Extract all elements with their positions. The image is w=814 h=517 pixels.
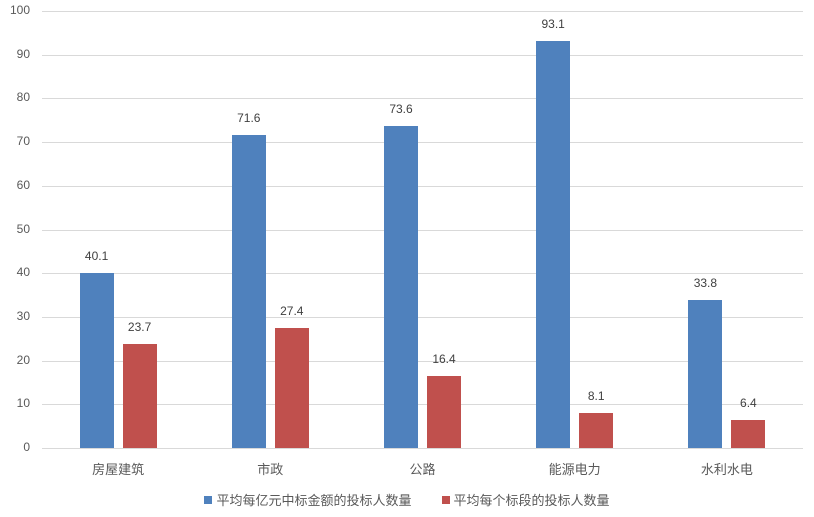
gridline	[42, 448, 803, 449]
y-tick-label: 50	[16, 221, 30, 236]
y-tick-label: 80	[16, 90, 30, 105]
gridline	[42, 11, 803, 12]
x-tick-label: 公路	[409, 463, 436, 478]
y-tick-label: 0	[23, 440, 30, 454]
data-label: 71.6	[237, 111, 261, 126]
legend-label: 平均每个标段的投标人数量	[453, 494, 610, 509]
y-tick-label: 70	[16, 134, 30, 149]
bar	[231, 135, 266, 448]
gridline	[42, 273, 803, 275]
bar	[384, 126, 418, 448]
y-tick-label: 30	[16, 308, 30, 323]
data-label: 8.1	[587, 388, 605, 403]
legend: 平均每亿元中标金额的投标人数量 平均每个标段的投标人数量	[0, 490, 814, 509]
legend-label: 平均每亿元中标金额的投标人数量	[216, 494, 412, 509]
gridline	[42, 404, 803, 406]
data-label: 40.1	[84, 248, 109, 263]
data-label: 73.6	[389, 102, 413, 117]
bar	[427, 376, 461, 448]
bar	[536, 41, 571, 448]
y-tick-label: 10	[16, 396, 30, 411]
x-tick-label: 房屋建筑	[92, 463, 145, 478]
gridline	[42, 185, 803, 187]
bar	[79, 272, 114, 448]
x-tick-label: 水利水电	[700, 463, 753, 478]
data-label: 27.4	[280, 304, 304, 319]
data-label: 6.4	[740, 396, 757, 411]
data-label: 93.1	[541, 17, 565, 32]
y-tick-label: 40	[16, 265, 30, 280]
gridline	[42, 142, 803, 144]
bar	[731, 420, 766, 448]
y-tick-label: 20	[16, 352, 30, 367]
data-label: 16.4	[432, 352, 456, 367]
gridline	[42, 54, 803, 56]
legend-swatch-icon	[204, 495, 213, 504]
y-tick-label: 100	[9, 3, 30, 17]
legend-swatch-icon	[441, 495, 450, 504]
x-tick-label: 市政	[257, 463, 284, 478]
data-label: 23.7	[127, 320, 152, 335]
gridline	[42, 316, 803, 318]
y-tick-label: 60	[16, 177, 30, 192]
bar	[688, 300, 723, 448]
bar	[274, 328, 309, 448]
bar	[579, 412, 614, 448]
legend-item-series-1: 平均每亿元中标金额的投标人数量	[204, 490, 412, 509]
gridline	[42, 98, 803, 100]
bar	[122, 344, 157, 448]
legend-item-series-2: 平均每个标段的投标人数量	[441, 490, 610, 509]
gridline	[42, 360, 803, 362]
data-label: 33.8	[693, 276, 718, 291]
x-tick-label: 能源电力	[548, 463, 601, 478]
gridline	[42, 229, 803, 231]
y-tick-label: 90	[16, 46, 30, 61]
